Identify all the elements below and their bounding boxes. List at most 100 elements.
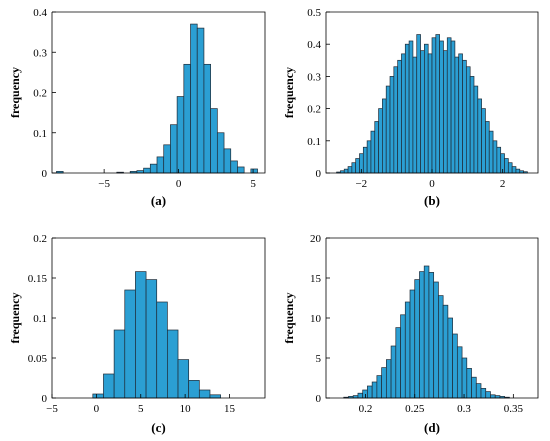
histogram-bar — [390, 345, 397, 399]
y-tick-label: 5 — [316, 353, 322, 365]
ticks-b: −2 0 2 0 0.1 0.2 0.3 0.4 0.5 — [307, 7, 505, 190]
bars-b — [336, 34, 528, 174]
histogram-bar — [103, 373, 115, 399]
histogram-bar — [452, 333, 458, 399]
histogram-bar — [477, 98, 482, 174]
y-axis-label-b: frequency — [282, 67, 296, 118]
histogram-bar — [190, 23, 198, 174]
histogram-bar — [431, 37, 437, 174]
x-tick-label: 0 — [176, 178, 182, 190]
x-tick-label: −2 — [355, 178, 367, 190]
y-tick-label: 0 — [42, 393, 48, 405]
histogram-bar — [435, 34, 440, 174]
histogram-bar — [143, 167, 151, 174]
x-tick-label: −5 — [98, 178, 110, 190]
histogram-bar — [404, 43, 410, 174]
histogram-bar — [343, 168, 349, 174]
panel-d: 0.2 0.25 0.3 0.35 0 5 10 15 20 frequency (d) — [282, 233, 539, 435]
x-tick-label: 15 — [224, 403, 236, 415]
y-tick-label: 0.2 — [33, 88, 47, 100]
histogram-bar — [427, 53, 433, 174]
histogram-bar — [480, 388, 487, 399]
histogram-bar — [439, 40, 444, 174]
histogram-bar — [461, 357, 468, 399]
bars-a — [56, 23, 258, 174]
y-tick-label: 0.4 — [307, 39, 321, 51]
histogram-bar — [156, 301, 168, 399]
histogram-bar — [438, 295, 444, 399]
x-tick-label: 10 — [180, 403, 192, 415]
histogram-bar — [423, 265, 430, 399]
histogram-bar — [351, 162, 357, 174]
histogram-bar — [370, 130, 376, 174]
histogram-bar — [385, 85, 391, 174]
histogram-bar — [209, 394, 221, 399]
x-tick-label: 0.3 — [457, 403, 471, 415]
histogram-bar — [223, 148, 232, 174]
y-tick-label: 10 — [310, 313, 322, 325]
histogram-bar — [374, 121, 379, 174]
histogram-bar — [167, 329, 179, 399]
panel-a: −5 0 5 0 0.1 0.2 0.3 0.4 frequency (a) — [8, 7, 266, 208]
histogram-bar — [485, 391, 491, 399]
y-tick-label: 0.4 — [33, 7, 47, 19]
histogram-bar — [113, 329, 126, 399]
histogram-bar — [145, 279, 158, 399]
histogram-bar — [456, 346, 463, 399]
caption-d: (d) — [424, 420, 440, 435]
histogram-bar — [400, 314, 406, 399]
axes-frame-a — [51, 11, 266, 174]
histogram-bar — [366, 140, 372, 174]
axes-frame-c — [51, 237, 266, 399]
histogram-bar — [462, 59, 467, 174]
histogram-bar — [450, 40, 456, 174]
y-tick-label: 0.5 — [307, 7, 321, 19]
caption-b: (b) — [424, 193, 440, 208]
histogram-bar — [382, 98, 387, 174]
histogram-bar — [376, 375, 382, 399]
x-tick-label: 0.35 — [504, 403, 524, 415]
histogram-bar — [367, 385, 373, 399]
y-tick-label: 0.3 — [33, 47, 47, 59]
histogram-bar — [511, 166, 517, 174]
histogram-bar — [475, 383, 482, 399]
histogram-bar — [176, 96, 185, 174]
y-tick-label: 0.05 — [28, 353, 48, 365]
x-tick-label: 5 — [138, 403, 144, 415]
histogram-bar — [507, 162, 513, 174]
x-tick-label: 0.2 — [359, 403, 373, 415]
histogram-bar — [442, 304, 449, 399]
histogram-bar — [420, 50, 425, 174]
y-tick-label: 0.1 — [307, 136, 321, 148]
histogram-bar — [408, 40, 414, 174]
x-tick-label: −5 — [46, 403, 58, 415]
histogram-bar — [198, 389, 211, 399]
x-tick-label: 0 — [429, 178, 435, 190]
histogram-bar — [401, 53, 406, 174]
y-axis-label-d: frequency — [282, 292, 296, 343]
histogram-bar — [454, 56, 460, 174]
y-tick-label: 0.15 — [28, 273, 48, 285]
y-tick-label: 0.3 — [307, 71, 321, 83]
y-tick-label: 0.1 — [33, 313, 47, 325]
x-tick-label: 2 — [500, 178, 506, 190]
histogram-bar — [395, 327, 401, 399]
x-tick-label: 0.25 — [405, 403, 425, 415]
caption-a: (a) — [151, 193, 166, 208]
histogram-bar — [357, 392, 364, 399]
histogram-bar — [230, 160, 238, 174]
histogram-bar — [416, 34, 421, 174]
y-tick-label: 15 — [310, 273, 322, 285]
histogram-bar — [433, 281, 439, 399]
histogram-bar — [196, 27, 205, 174]
caption-c: (c) — [151, 420, 165, 435]
histogram-bar — [149, 163, 158, 174]
ticks-a: −5 0 5 0 0.1 0.2 0.3 0.4 — [33, 7, 256, 190]
histogram-bar — [504, 158, 509, 174]
x-tick-label: 5 — [250, 178, 256, 190]
histogram-bar — [347, 166, 353, 174]
histogram-bar — [419, 271, 425, 399]
